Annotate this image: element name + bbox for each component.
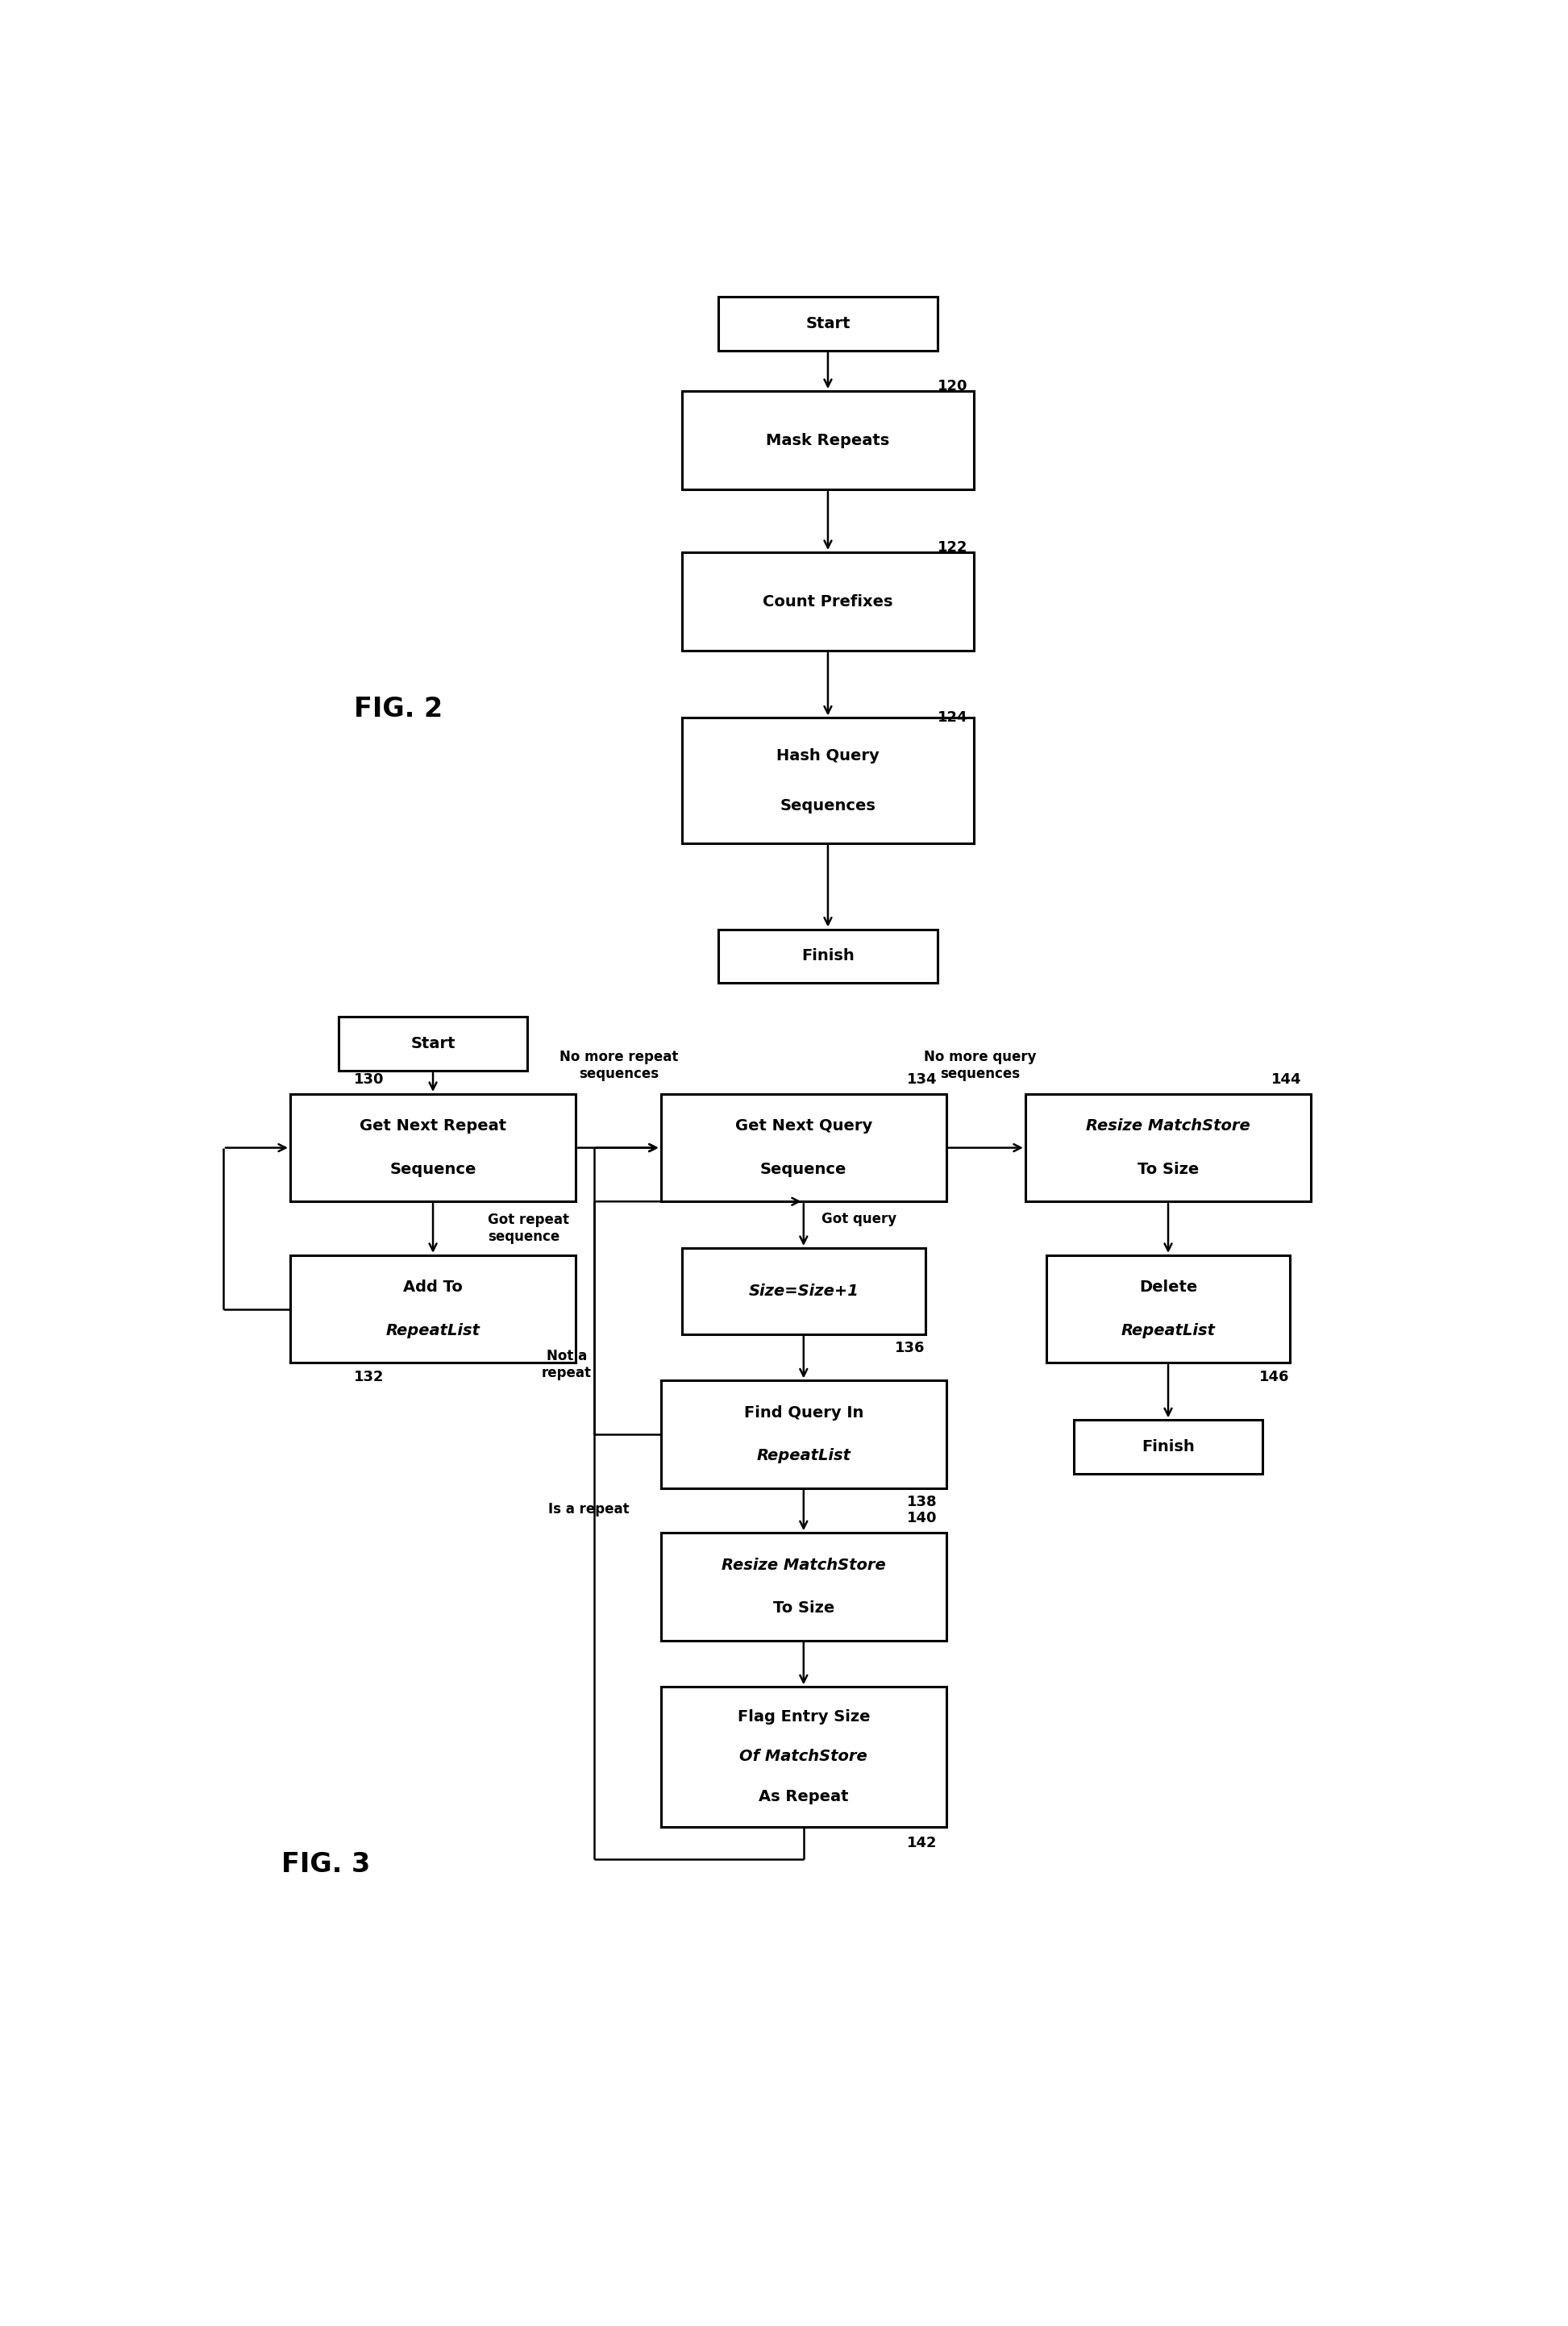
Text: Delete: Delete: [1138, 1279, 1198, 1296]
FancyBboxPatch shape: [1074, 1419, 1262, 1475]
Text: No more query
sequences: No more query sequences: [924, 1049, 1036, 1082]
Text: 130: 130: [354, 1072, 384, 1086]
Text: 142: 142: [906, 1835, 938, 1849]
Text: 122: 122: [938, 540, 967, 556]
Text: RepeatList: RepeatList: [756, 1449, 851, 1463]
FancyBboxPatch shape: [660, 1686, 947, 1826]
FancyBboxPatch shape: [1047, 1256, 1290, 1363]
Text: Size=Size+1: Size=Size+1: [748, 1284, 859, 1298]
FancyBboxPatch shape: [682, 1249, 925, 1335]
FancyBboxPatch shape: [682, 719, 974, 844]
Text: Resize MatchStore: Resize MatchStore: [721, 1558, 886, 1572]
Text: 134: 134: [906, 1072, 938, 1086]
FancyBboxPatch shape: [290, 1093, 575, 1203]
FancyBboxPatch shape: [718, 930, 938, 984]
Text: Is a repeat: Is a repeat: [549, 1503, 629, 1517]
Text: FIG. 2: FIG. 2: [354, 695, 442, 723]
Text: Sequence: Sequence: [760, 1161, 847, 1177]
Text: Got query: Got query: [822, 1212, 897, 1226]
Text: Sequence: Sequence: [390, 1161, 477, 1177]
Text: 146: 146: [1259, 1370, 1289, 1384]
Text: 132: 132: [354, 1370, 384, 1384]
Text: Resize MatchStore: Resize MatchStore: [1087, 1119, 1250, 1135]
FancyBboxPatch shape: [290, 1256, 575, 1363]
FancyBboxPatch shape: [660, 1093, 947, 1203]
Text: RepeatList: RepeatList: [386, 1323, 480, 1337]
Text: 136: 136: [895, 1342, 925, 1356]
Text: Finish: Finish: [801, 949, 855, 963]
Text: Count Prefixes: Count Prefixes: [762, 593, 894, 609]
Text: Not a
repeat: Not a repeat: [541, 1349, 591, 1379]
Text: Add To: Add To: [403, 1279, 463, 1296]
Text: Get Next Query: Get Next Query: [735, 1119, 872, 1135]
Text: 140: 140: [906, 1512, 938, 1526]
Text: To Size: To Size: [1137, 1161, 1200, 1177]
FancyBboxPatch shape: [660, 1382, 947, 1489]
Text: 124: 124: [938, 712, 967, 726]
Text: Got repeat
sequence: Got repeat sequence: [488, 1212, 569, 1244]
Text: No more repeat
sequences: No more repeat sequences: [560, 1049, 679, 1082]
Text: Sequences: Sequences: [779, 798, 877, 814]
Text: Find Query In: Find Query In: [743, 1405, 864, 1421]
Text: 120: 120: [938, 379, 967, 393]
FancyBboxPatch shape: [682, 391, 974, 488]
Text: Flag Entry Size: Flag Entry Size: [737, 1710, 870, 1724]
Text: 144: 144: [1272, 1072, 1301, 1086]
Text: Start: Start: [411, 1035, 455, 1051]
Text: 138: 138: [906, 1496, 938, 1510]
FancyBboxPatch shape: [682, 551, 974, 651]
FancyBboxPatch shape: [660, 1533, 947, 1640]
FancyBboxPatch shape: [718, 298, 938, 351]
Text: Start: Start: [806, 316, 850, 333]
Text: As Repeat: As Repeat: [759, 1789, 848, 1805]
Text: RepeatList: RepeatList: [1121, 1323, 1215, 1337]
Text: Get Next Repeat: Get Next Repeat: [359, 1119, 506, 1135]
Text: Mask Repeats: Mask Repeats: [767, 433, 889, 449]
Text: Finish: Finish: [1142, 1440, 1195, 1454]
FancyBboxPatch shape: [339, 1016, 527, 1070]
Text: Of MatchStore: Of MatchStore: [740, 1749, 867, 1765]
Text: To Size: To Size: [773, 1600, 834, 1617]
Text: Hash Query: Hash Query: [776, 749, 880, 763]
Text: FIG. 3: FIG. 3: [281, 1851, 370, 1877]
FancyBboxPatch shape: [1025, 1093, 1311, 1203]
